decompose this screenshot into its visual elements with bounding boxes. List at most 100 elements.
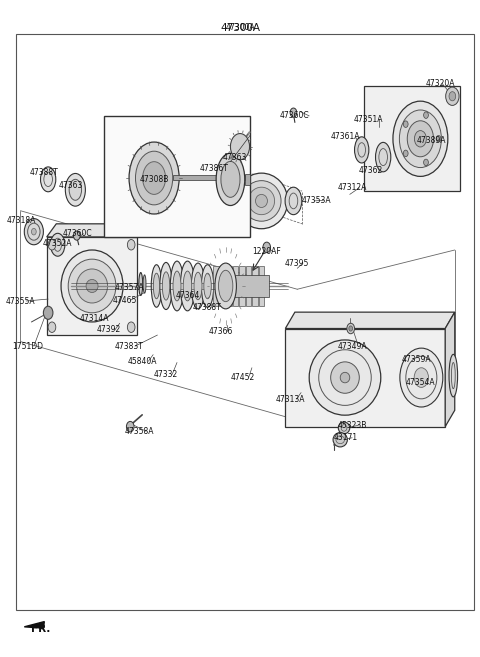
Ellipse shape bbox=[143, 162, 166, 194]
Ellipse shape bbox=[32, 229, 36, 235]
Ellipse shape bbox=[449, 354, 457, 397]
Ellipse shape bbox=[86, 279, 98, 292]
Text: 47362: 47362 bbox=[359, 166, 384, 175]
Text: 43171: 43171 bbox=[334, 433, 358, 442]
Text: 1751DD: 1751DD bbox=[12, 342, 43, 351]
Polygon shape bbox=[252, 265, 258, 306]
Text: 47352A: 47352A bbox=[43, 239, 72, 248]
Polygon shape bbox=[213, 265, 219, 306]
Ellipse shape bbox=[218, 165, 233, 191]
Ellipse shape bbox=[400, 348, 443, 407]
Text: 45323B: 45323B bbox=[337, 421, 367, 430]
Text: 47358A: 47358A bbox=[125, 426, 155, 436]
Ellipse shape bbox=[393, 101, 448, 176]
Polygon shape bbox=[285, 312, 455, 328]
Text: 47349A: 47349A bbox=[337, 342, 367, 351]
Ellipse shape bbox=[162, 272, 170, 300]
Text: FR.: FR. bbox=[31, 624, 50, 635]
Ellipse shape bbox=[216, 153, 245, 206]
Circle shape bbox=[424, 159, 428, 166]
Ellipse shape bbox=[183, 271, 192, 301]
Ellipse shape bbox=[399, 110, 442, 168]
Polygon shape bbox=[216, 275, 269, 297]
Text: 47357A: 47357A bbox=[114, 283, 144, 292]
Ellipse shape bbox=[248, 187, 275, 215]
Text: 1220AF: 1220AF bbox=[252, 247, 281, 256]
Ellipse shape bbox=[76, 269, 108, 303]
Circle shape bbox=[127, 322, 135, 332]
Text: 45840A: 45840A bbox=[127, 357, 157, 366]
Circle shape bbox=[127, 240, 135, 250]
Circle shape bbox=[263, 242, 271, 252]
Ellipse shape bbox=[69, 179, 82, 200]
Polygon shape bbox=[239, 265, 245, 306]
Circle shape bbox=[446, 87, 459, 105]
Text: 47360C: 47360C bbox=[280, 112, 310, 120]
Text: 47359A: 47359A bbox=[402, 355, 432, 364]
Ellipse shape bbox=[285, 187, 302, 215]
Text: 47300A: 47300A bbox=[220, 22, 260, 33]
Text: 47308B: 47308B bbox=[139, 175, 169, 184]
Circle shape bbox=[347, 323, 355, 334]
Ellipse shape bbox=[129, 142, 179, 214]
Ellipse shape bbox=[333, 432, 348, 447]
Polygon shape bbox=[259, 265, 264, 306]
Text: 47363: 47363 bbox=[59, 181, 83, 191]
Ellipse shape bbox=[50, 233, 65, 256]
Circle shape bbox=[449, 92, 456, 101]
Ellipse shape bbox=[180, 261, 195, 311]
Text: 47361A: 47361A bbox=[330, 132, 360, 141]
Text: 47363: 47363 bbox=[223, 152, 247, 162]
Text: 47354A: 47354A bbox=[406, 378, 435, 387]
Polygon shape bbox=[47, 237, 137, 335]
Ellipse shape bbox=[135, 151, 173, 205]
Bar bbox=[16, 34, 474, 610]
Circle shape bbox=[403, 121, 408, 127]
Ellipse shape bbox=[230, 133, 250, 160]
Ellipse shape bbox=[61, 250, 123, 322]
Polygon shape bbox=[173, 175, 245, 180]
Text: 47312A: 47312A bbox=[337, 183, 367, 193]
Circle shape bbox=[43, 306, 53, 319]
Ellipse shape bbox=[170, 261, 184, 311]
Circle shape bbox=[290, 108, 297, 117]
Text: 47318A: 47318A bbox=[7, 216, 36, 225]
Polygon shape bbox=[226, 265, 232, 306]
Ellipse shape bbox=[414, 368, 429, 388]
Ellipse shape bbox=[218, 270, 233, 302]
Polygon shape bbox=[364, 87, 459, 191]
Ellipse shape bbox=[143, 275, 146, 293]
Text: 47366: 47366 bbox=[209, 327, 233, 336]
Ellipse shape bbox=[65, 173, 85, 206]
Text: 47392: 47392 bbox=[96, 325, 121, 334]
Text: 47355A: 47355A bbox=[6, 296, 36, 306]
Circle shape bbox=[73, 231, 80, 240]
Ellipse shape bbox=[153, 273, 160, 299]
Text: 47364: 47364 bbox=[175, 291, 200, 300]
Circle shape bbox=[48, 240, 56, 250]
Ellipse shape bbox=[192, 263, 204, 309]
Polygon shape bbox=[246, 265, 252, 306]
Text: 47353A: 47353A bbox=[301, 196, 331, 205]
Text: 47300A: 47300A bbox=[225, 23, 255, 32]
Text: 47313A: 47313A bbox=[276, 395, 305, 403]
Circle shape bbox=[403, 150, 408, 156]
Ellipse shape bbox=[340, 373, 350, 383]
Ellipse shape bbox=[355, 137, 369, 163]
Ellipse shape bbox=[235, 173, 288, 229]
Polygon shape bbox=[24, 622, 44, 628]
Ellipse shape bbox=[204, 273, 211, 299]
Text: 47389A: 47389A bbox=[416, 135, 445, 145]
Polygon shape bbox=[245, 174, 250, 185]
Circle shape bbox=[424, 112, 428, 118]
Circle shape bbox=[126, 421, 134, 432]
Polygon shape bbox=[190, 158, 216, 198]
Ellipse shape bbox=[331, 362, 360, 394]
Ellipse shape bbox=[160, 262, 172, 309]
Text: 47320A: 47320A bbox=[426, 79, 455, 87]
Ellipse shape bbox=[255, 194, 267, 208]
Text: 47388T: 47388T bbox=[30, 168, 59, 177]
Ellipse shape bbox=[338, 422, 350, 434]
Polygon shape bbox=[233, 265, 239, 306]
Polygon shape bbox=[47, 224, 147, 237]
